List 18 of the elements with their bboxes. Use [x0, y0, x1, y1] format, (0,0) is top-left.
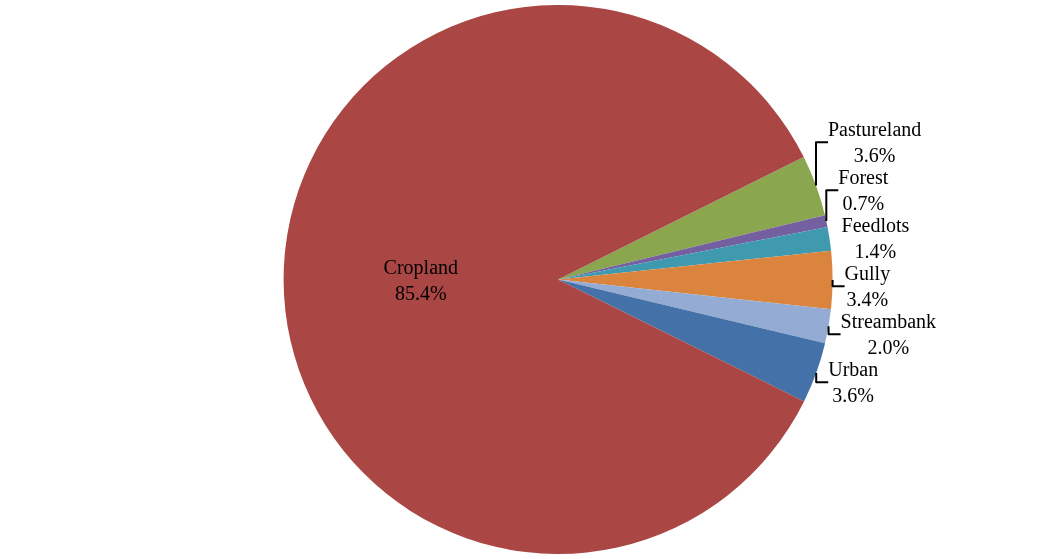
slice-label: Feedlots — [841, 214, 910, 237]
data-label: 1.4% — [854, 240, 897, 263]
data-label: 3.6% — [832, 384, 875, 407]
pie-slice — [558, 279, 826, 402]
data-label: 3.4% — [846, 288, 889, 311]
pie-slice — [283, 5, 805, 554]
slice-label: Gully — [844, 262, 891, 286]
pie-slice — [558, 250, 833, 310]
slice-label: Urban — [828, 358, 879, 381]
data-label: 0.7% — [842, 192, 885, 215]
slice-label: Cropland — [383, 255, 459, 279]
data-label: 85.4% — [395, 281, 447, 304]
pie-slice — [558, 157, 825, 280]
data-label: 2.0% — [867, 336, 910, 359]
slice-label: Streambank — [840, 310, 937, 333]
slice-label: Forest — [838, 166, 889, 189]
slice-label: Pastureland — [827, 118, 922, 141]
data-label: 3.6% — [853, 144, 896, 167]
